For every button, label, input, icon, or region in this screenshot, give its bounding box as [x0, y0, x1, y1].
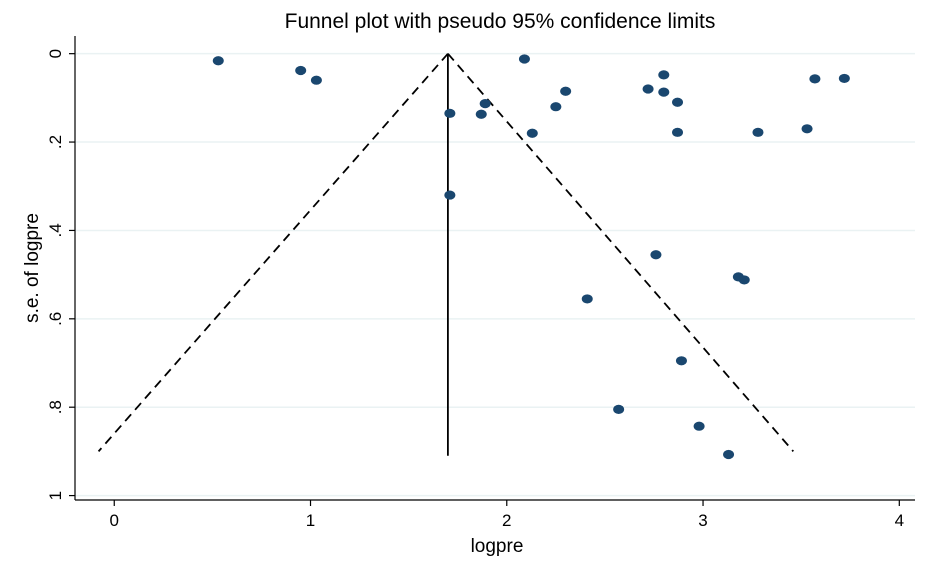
study-point	[675, 356, 687, 366]
x-tick-label: 3	[698, 511, 707, 530]
study-point	[838, 73, 850, 84]
x-axis-title: logpre	[471, 536, 524, 557]
x-tick-label: 4	[895, 511, 904, 530]
plot-area: 0 .2 .4 .6 .8 1 0 1 2 3 4	[46, 36, 915, 530]
y-tick-label: 0	[46, 49, 65, 58]
y-tick-label: 1	[46, 491, 65, 500]
study-point	[479, 99, 491, 109]
study-point	[550, 102, 562, 112]
y-tick-label: .2	[46, 135, 65, 149]
x-tick-label: 0	[110, 511, 119, 530]
study-point	[475, 109, 487, 119]
y-axis-title: s.e. of logpre	[22, 213, 43, 323]
study-point	[581, 294, 593, 304]
x-tick-label: 2	[502, 511, 511, 530]
study-point	[444, 108, 456, 118]
study-point	[295, 65, 307, 76]
y-tick-label: .8	[46, 400, 65, 414]
study-point	[672, 127, 684, 137]
x-tick-label: 1	[306, 511, 315, 530]
study-point	[672, 97, 684, 107]
study-point	[310, 75, 322, 85]
study-point	[650, 250, 662, 260]
chart-title: Funnel plot with pseudo 95% confidence l…	[285, 10, 716, 33]
study-point	[642, 84, 654, 94]
study-point	[752, 127, 764, 137]
study-point	[444, 190, 456, 200]
y-tick-label: .6	[46, 312, 65, 326]
lower-confidence-limit-line	[97, 53, 449, 452]
study-point	[723, 449, 735, 460]
study-point	[658, 87, 670, 97]
study-point	[212, 56, 224, 66]
study-point	[560, 86, 572, 96]
study-point	[613, 404, 625, 415]
study-point	[526, 128, 538, 138]
study-point	[738, 275, 750, 285]
study-point	[518, 54, 530, 64]
study-point	[809, 74, 821, 84]
plot-background	[75, 36, 915, 500]
study-point	[658, 70, 670, 80]
study-point	[693, 421, 705, 431]
study-point	[801, 124, 813, 134]
y-tick-label: .4	[46, 223, 65, 237]
upper-confidence-limit-line	[447, 53, 794, 452]
